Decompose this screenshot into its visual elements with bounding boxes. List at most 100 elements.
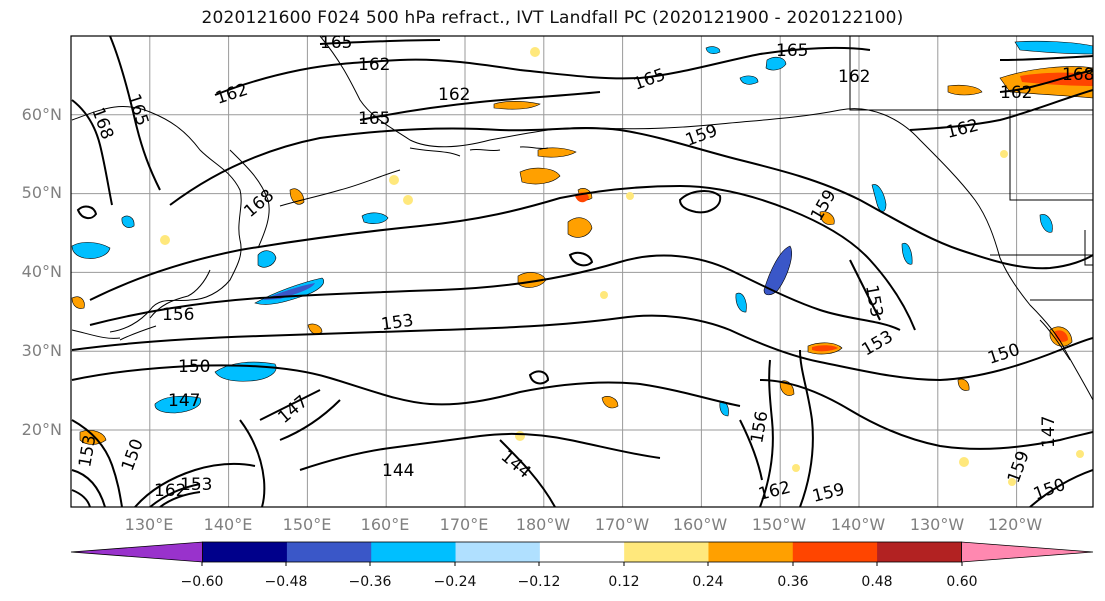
contour-156 (89, 184, 916, 331)
anomaly-dot (515, 431, 525, 441)
colorbar-tick-label: −0.60 (181, 574, 224, 590)
contour-label: 162 (358, 55, 390, 75)
lon-label: 130°E (125, 515, 174, 534)
contour-150-east (1029, 469, 1093, 507)
lat-label: 60°N (22, 105, 62, 124)
contour-loop (568, 251, 594, 267)
colorbar-bin (624, 542, 709, 562)
contour-label: 162 (154, 481, 186, 501)
anomaly-patch (154, 395, 201, 414)
coastline-aleutians (279, 146, 549, 207)
contour-label: 162 (838, 67, 870, 87)
lon-label: 170°E (440, 515, 489, 534)
colorbar-tick-label: 0.12 (608, 574, 639, 590)
contour-label: 153 (380, 311, 415, 335)
colorbar (70, 541, 1094, 566)
lon-label: 160°W (673, 515, 728, 534)
lat-label: 40°N (22, 262, 62, 281)
anomaly-patch (307, 323, 323, 335)
colorbar-tick-labels: −0.60 −0.48 −0.36 −0.24 −0.12 0.12 0.24 … (181, 574, 978, 590)
plot-title: 2020121600 F024 500 hPa refract., IVT La… (201, 8, 904, 28)
contour-lines-deep-sw (71, 469, 106, 507)
contour-upper-ne (999, 55, 1093, 61)
anomaly-dot (792, 464, 800, 472)
anomaly-patch-strong (812, 345, 838, 352)
anomaly-patch (705, 46, 721, 54)
anomaly-patch (765, 56, 787, 71)
contour-label: 165 (320, 33, 352, 53)
contour-153-e (849, 259, 881, 321)
anomaly-dot (1076, 450, 1084, 458)
height-contours (71, 36, 1093, 507)
lat-label: 50°N (22, 183, 62, 202)
anomaly-patch-strong (1054, 330, 1068, 342)
anomaly-patch (361, 212, 389, 224)
contour-label: 168 (1062, 65, 1094, 85)
anomaly-patch (601, 396, 619, 409)
colorbar-bin (371, 542, 457, 562)
anomaly-patch (901, 242, 913, 265)
lon-label: 120°W (988, 515, 1043, 534)
anomaly-dot (160, 235, 170, 245)
colorbar-tick-label: −0.12 (518, 574, 561, 590)
contour-147-east (759, 379, 1093, 450)
lon-label: 140°E (204, 515, 253, 534)
anomaly-dot (1008, 478, 1016, 486)
lat-label: 20°N (22, 420, 62, 439)
colorbar-extend-min (70, 541, 203, 563)
anomaly-patch (121, 215, 135, 228)
contour-162-east (909, 89, 1093, 131)
anomaly-patch (71, 242, 111, 259)
lon-label: 180°W (516, 515, 571, 534)
contour-label: 153 (180, 475, 212, 495)
contour-sw-4 (239, 419, 266, 507)
colorbar-bin (792, 542, 878, 562)
colorbar-bin (539, 542, 625, 562)
contour-label: 150 (178, 357, 210, 377)
colorbar-bin (455, 542, 541, 562)
contour-144 (299, 432, 661, 471)
lat-label: 30°N (22, 341, 62, 360)
colorbar-bin (202, 542, 288, 562)
colorbar-bin (708, 542, 794, 562)
contour-label: 147 (168, 391, 200, 411)
anomaly-patch (819, 211, 835, 225)
border-canada (849, 36, 1093, 201)
contour-sw-1 (71, 419, 123, 507)
lon-label: 160°E (361, 515, 410, 534)
lon-label: 150°E (283, 515, 332, 534)
colorbar-tick-label: 0.36 (777, 574, 808, 590)
contour-label: 162 (438, 85, 470, 105)
colorbar-extend-max (961, 541, 1094, 563)
contour-165 (109, 36, 161, 191)
lon-label: 170°W (595, 515, 650, 534)
contour-label: 144 (382, 461, 414, 481)
contour-162-pacnw (999, 69, 1093, 93)
coastline-japan (119, 269, 211, 341)
contour-165 (319, 39, 601, 121)
contour-label: 165 (358, 109, 390, 129)
anomaly-patch (957, 378, 970, 391)
contour-loop (528, 370, 550, 385)
contour-159 (169, 127, 1093, 270)
anomaly-dot (626, 192, 634, 200)
contour-sw-3 (149, 483, 201, 507)
coastline-alaska (319, 36, 1093, 401)
contour-168 (71, 99, 113, 206)
anomaly-dot (389, 175, 399, 185)
contour-150 (71, 314, 1093, 382)
anomaly-patch-strong (763, 245, 792, 296)
longitude-labels: 130°E 140°E 150°E 160°E 170°E 180°W 170°… (125, 515, 1043, 534)
colorbar-tick-label: 0.60 (946, 574, 977, 590)
colorbar-bin (286, 542, 372, 562)
anomaly-dot (530, 47, 540, 57)
latitude-labels: 60°N 50°N 40°N 30°N 20°N (22, 105, 62, 439)
map-frame (70, 35, 1094, 508)
anomaly-patch-strong (262, 283, 315, 300)
colorbar-tick-label: −0.24 (434, 574, 477, 590)
contour-label: 162 (1000, 83, 1032, 103)
colorbar-tick-label: −0.36 (349, 574, 392, 590)
anomaly-patch (735, 292, 747, 313)
anomaly-patch (1039, 214, 1053, 233)
